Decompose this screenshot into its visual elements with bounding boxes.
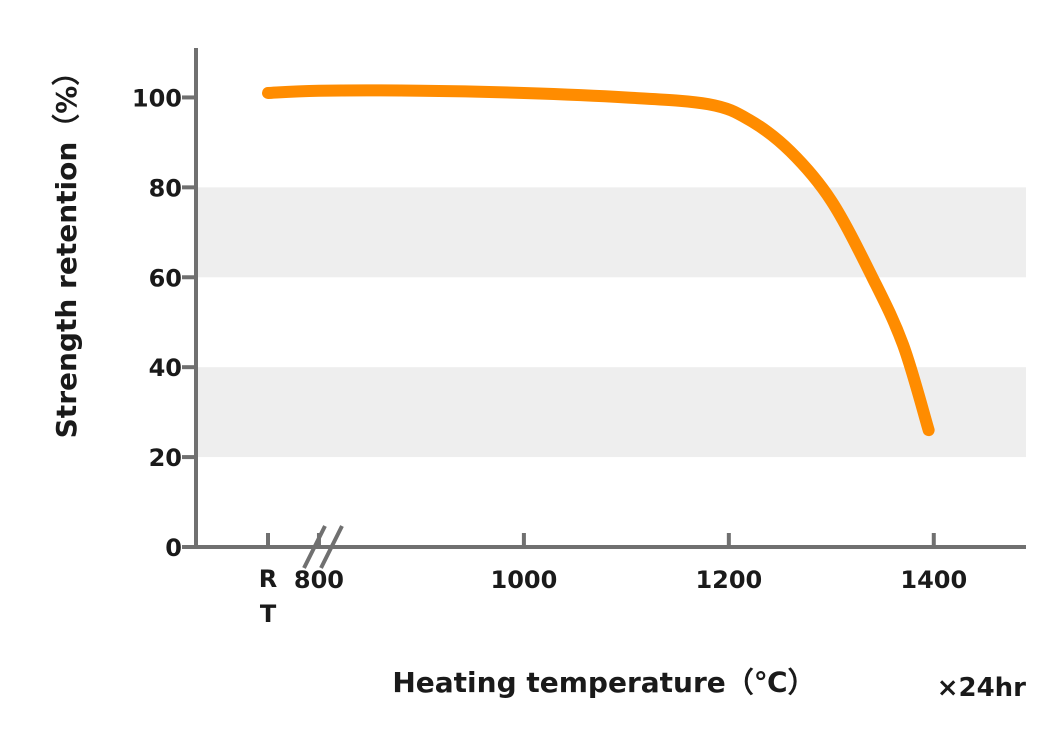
data-point-0-1: [318, 90, 319, 91]
axis-break-mark-right: [319, 525, 344, 569]
shaded-bands: [196, 187, 1026, 458]
x-tick-label-1000: 1000: [491, 566, 558, 594]
duration-note: ×24hr: [937, 673, 1026, 703]
axes: [194, 48, 1026, 569]
series-line-0: [262, 84, 935, 437]
shaded-band-1: [196, 187, 1026, 278]
data-point-0-9: [872, 277, 873, 278]
x-tick-label-r: R: [259, 565, 277, 593]
data-point-0-4: [626, 97, 627, 98]
axis-break-mark-left: [302, 525, 327, 569]
x-tick-label-t: T: [260, 600, 277, 628]
x-axis-title: Heating temperature（℃）: [392, 666, 815, 699]
data-point-0-0: [268, 92, 269, 93]
y-axis-title: Strength retention（%）: [50, 58, 83, 439]
y-tick-label-40: 40: [149, 354, 182, 382]
data-point-0-8: [831, 200, 832, 201]
series-group: [262, 84, 935, 437]
data-point-0-11: [928, 430, 929, 431]
data-point-0-10: [903, 344, 904, 345]
ticks: 0 20 40 60 80 100 800 1000 1200 1400: [132, 84, 967, 594]
y-tick-label-0: 0: [165, 534, 182, 562]
data-point-0-3: [523, 92, 524, 93]
x-tick-label-800: 800: [294, 566, 344, 594]
x-tick-label-1400: 1400: [900, 566, 967, 594]
data-point-0-6: [749, 119, 750, 120]
data-point-0-7: [790, 151, 791, 152]
data-point-0-2: [421, 90, 422, 91]
y-tick-label-20: 20: [149, 444, 182, 472]
y-tick-label-60: 60: [149, 264, 182, 292]
x-tick-label-1200: 1200: [695, 566, 762, 594]
data-point-0-5: [708, 104, 709, 105]
shaded-band-0: [196, 367, 1026, 458]
y-tick-label-100: 100: [132, 84, 182, 112]
y-tick-label-80: 80: [149, 174, 182, 202]
